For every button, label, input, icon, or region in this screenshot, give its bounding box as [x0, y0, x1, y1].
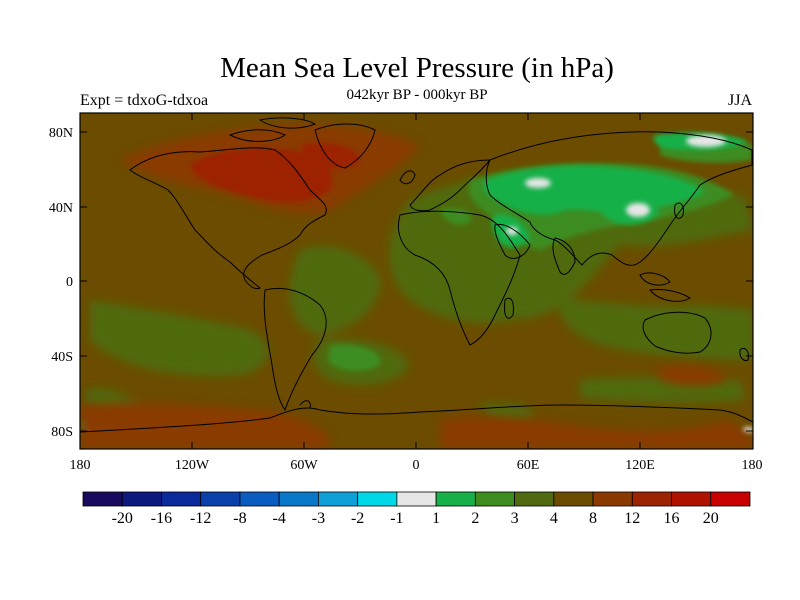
colorbar-swatch — [82, 491, 123, 507]
coastlines — [80, 117, 753, 433]
y-tick-label: 40S — [51, 350, 73, 365]
y-tick-label: 80S — [51, 425, 73, 440]
x-tick-label: 60E — [517, 458, 540, 473]
colorbar-swatch — [357, 491, 398, 507]
x-tick-label: 180 — [70, 458, 91, 473]
x-tick-label: 120E — [625, 458, 655, 473]
x-axis-labels: 180 120W 60W 0 60E 120E 180 — [70, 458, 763, 473]
colorbar-swatch — [121, 491, 162, 507]
colorbar-label: -3 — [312, 510, 325, 527]
colorbar-swatch — [239, 491, 280, 507]
colorbar-label: 12 — [624, 510, 640, 527]
colorbar-swatch — [592, 491, 633, 507]
y-axis-ticks — [80, 131, 753, 432]
y-axis-labels: 80N 40N 0 40S 80S — [49, 126, 73, 440]
x-tick-label: 0 — [413, 458, 420, 473]
colorbar-label: 3 — [511, 510, 519, 527]
colorbar-swatch — [671, 491, 712, 507]
colorbar-label: -4 — [273, 510, 286, 527]
colorbar-swatch — [474, 491, 515, 507]
colorbar-swatch — [553, 491, 594, 507]
experiment-label: Expt = tdxoG-tdxoa — [80, 92, 209, 109]
colorbar-swatch — [631, 491, 672, 507]
x-tick-label: 180 — [742, 458, 763, 473]
colorbar-swatch — [514, 491, 555, 507]
colorbar-label: 4 — [550, 510, 558, 527]
colorbar-label: -8 — [233, 510, 246, 527]
colorbar-label: -12 — [190, 510, 211, 527]
colorbar-swatch — [318, 491, 359, 507]
y-tick-label: 80N — [49, 126, 73, 141]
colorbar-label: 8 — [589, 510, 597, 527]
colorbar-label: -2 — [351, 510, 364, 527]
colorbar — [82, 491, 751, 507]
colorbar-swatch — [200, 491, 241, 507]
y-tick-label: 40N — [49, 201, 73, 216]
colorbar-swatch — [278, 491, 319, 507]
band-12-regions — [190, 143, 360, 202]
colorbar-label: 16 — [664, 510, 680, 527]
x-tick-label: 60W — [290, 458, 318, 473]
colorbar-labels: -20 -16 -12 -8 -4 -3 -2 -1 1 2 3 4 8 12 16 20 — [112, 510, 719, 527]
colorbar-label: 2 — [471, 510, 479, 527]
colorbar-label: -20 — [112, 510, 133, 527]
colorbar-label: 1 — [432, 510, 440, 527]
colorbar-label: -16 — [151, 510, 172, 527]
season-label: JJA — [727, 92, 752, 109]
pressure-field — [80, 113, 753, 449]
colorbar-label: -1 — [390, 510, 403, 527]
x-tick-label: 120W — [175, 458, 210, 473]
map-title: Mean Sea Level Pressure (in hPa) — [220, 52, 614, 84]
colorbar-swatch — [396, 491, 437, 507]
period-subtitle: 042kyr BP - 000kyr BP — [346, 87, 488, 103]
y-tick-label: 0 — [66, 275, 73, 290]
colorbar-swatch — [161, 491, 202, 507]
x-axis-ticks — [79, 113, 641, 449]
colorbar-label: 20 — [703, 510, 719, 527]
colorbar-swatch — [710, 491, 751, 507]
colorbar-swatch — [435, 491, 476, 507]
